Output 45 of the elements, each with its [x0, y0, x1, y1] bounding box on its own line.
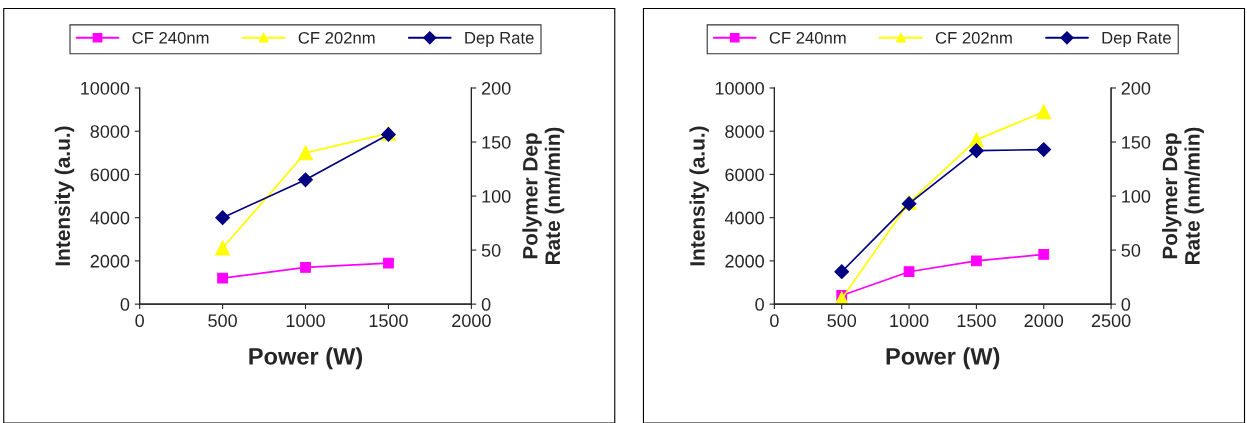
- x-tick-label: 500: [827, 314, 857, 328]
- y2-tick-label: 0: [1121, 298, 1131, 311]
- x-axis-title: Power (W): [249, 347, 363, 370]
- y-tick-label: 10000: [81, 81, 130, 95]
- y2-axis-title: Polymer Dep Rate (nm/min): [1162, 127, 1204, 265]
- y2-tick-label: 0: [481, 298, 491, 311]
- y2-axis-title: Polymer Dep Rate (nm/min): [522, 127, 565, 265]
- y-tick-label: 8000: [90, 125, 130, 138]
- legend-label: Dep Rate: [1102, 32, 1171, 48]
- x-tick-label: 2000: [452, 314, 491, 328]
- legend-label: CF 240nm: [769, 31, 846, 44]
- y-tick-label: 6000: [90, 168, 130, 182]
- y-tick-label: 2000: [90, 254, 130, 268]
- y-tick-label: 6000: [725, 168, 764, 182]
- y2-tick-label: 150: [1122, 135, 1151, 149]
- y2-tick-label: 150: [482, 135, 511, 149]
- x-axis-title: Power (W): [886, 347, 1000, 370]
- y2-tick-label: 50: [1121, 244, 1141, 257]
- legend-label: Dep Rate: [465, 32, 534, 48]
- y-axis-title: Intensity (a.u.): [54, 126, 75, 266]
- legend-label: CF 202nm: [298, 31, 375, 44]
- legend-label: CF 240nm: [132, 31, 209, 44]
- y-tick-label: 10000: [715, 81, 764, 95]
- y-axis-title: Intensity (a.u.): [689, 126, 709, 266]
- y2-tick-label: 100: [1122, 189, 1151, 203]
- x-tick-label: 0: [135, 314, 144, 328]
- y2-tick-label: 50: [481, 244, 501, 257]
- legend-label: CF 202nm: [935, 31, 1012, 44]
- y-tick-label: 4000: [724, 211, 764, 225]
- y-tick-label: 2000: [725, 254, 764, 268]
- x-tick-label: 0: [770, 314, 779, 328]
- y-tick-label: 4000: [90, 211, 130, 225]
- y-tick-label: 0: [755, 298, 764, 311]
- x-tick-label: 1000: [286, 314, 325, 328]
- x-tick-label: 2000: [1024, 314, 1064, 328]
- y2-tick-label: 200: [1121, 81, 1151, 95]
- y-tick-label: 0: [120, 298, 130, 311]
- y-tick-label: 8000: [725, 125, 764, 138]
- x-tick-label: 500: [208, 314, 237, 328]
- y2-tick-label: 200: [482, 81, 511, 95]
- x-tick-label: 1000: [890, 314, 929, 328]
- x-tick-label: 2500: [1091, 314, 1131, 328]
- x-tick-label: 1500: [369, 314, 408, 328]
- y2-tick-label: 100: [482, 189, 511, 203]
- x-tick-label: 1500: [957, 314, 996, 328]
